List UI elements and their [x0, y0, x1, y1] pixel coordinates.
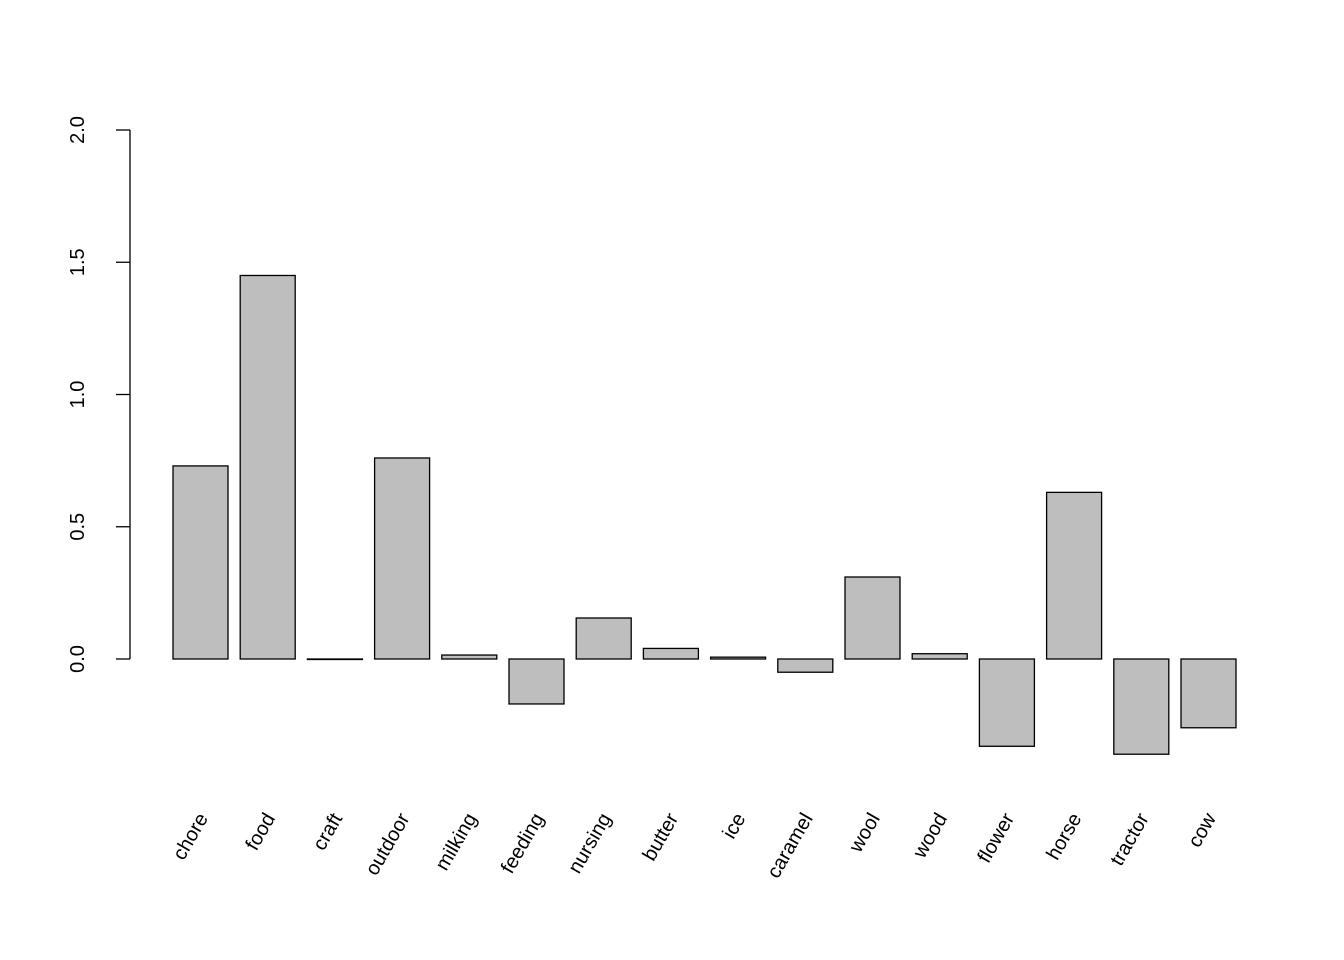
x-tick-label: tractor	[1106, 809, 1154, 869]
y-tick-label: 0.5	[67, 513, 89, 541]
bar-chore	[172, 465, 229, 660]
bar-nursing	[575, 617, 632, 660]
bar-horse	[1045, 491, 1103, 660]
y-axis: 0.0 0.5 1.0 1.5 2.0	[67, 116, 131, 673]
y-tick-label: 0.0	[67, 645, 89, 673]
bar-caramel	[777, 658, 834, 673]
x-tick-label: food	[242, 810, 281, 855]
bar-outdoor	[373, 457, 431, 660]
x-tick-label: outdoor	[361, 809, 414, 879]
x-tick-label: nursing	[564, 810, 616, 878]
bar-ice	[709, 656, 767, 660]
x-tick-label: horse	[1042, 810, 1086, 864]
x-tick-label: chore	[169, 810, 213, 864]
x-tick-label: butter	[639, 809, 684, 865]
x-tick-label: wood	[909, 810, 952, 863]
bar-craft	[306, 658, 364, 661]
bar-food	[239, 274, 296, 660]
bar-milking	[441, 654, 498, 660]
bar-butter	[642, 647, 700, 660]
x-tick-label: caramel	[763, 810, 818, 883]
y-tick-label: 2.0	[67, 116, 89, 144]
bar-wood	[911, 653, 968, 660]
bar-cow	[1180, 658, 1237, 729]
x-axis-labels: chore food craft outdoor milking feeding nursi…	[169, 809, 1221, 882]
bar-feeding	[508, 658, 565, 705]
y-tick-label: 1.0	[67, 381, 89, 409]
bar-tractor	[1113, 658, 1170, 755]
x-tick-label: flower	[973, 809, 1019, 866]
bar-flower	[978, 658, 1036, 747]
x-tick-label: craft	[309, 809, 348, 854]
x-tick-label: cow	[1184, 809, 1221, 851]
x-tick-label: ice	[719, 810, 751, 843]
x-tick-label: wool	[845, 810, 885, 857]
bars	[172, 274, 1237, 755]
y-tick-label: 1.5	[67, 248, 89, 276]
x-tick-label: milking	[431, 810, 481, 875]
x-tick-label: feeding	[497, 810, 549, 878]
bar-wool	[844, 576, 901, 660]
